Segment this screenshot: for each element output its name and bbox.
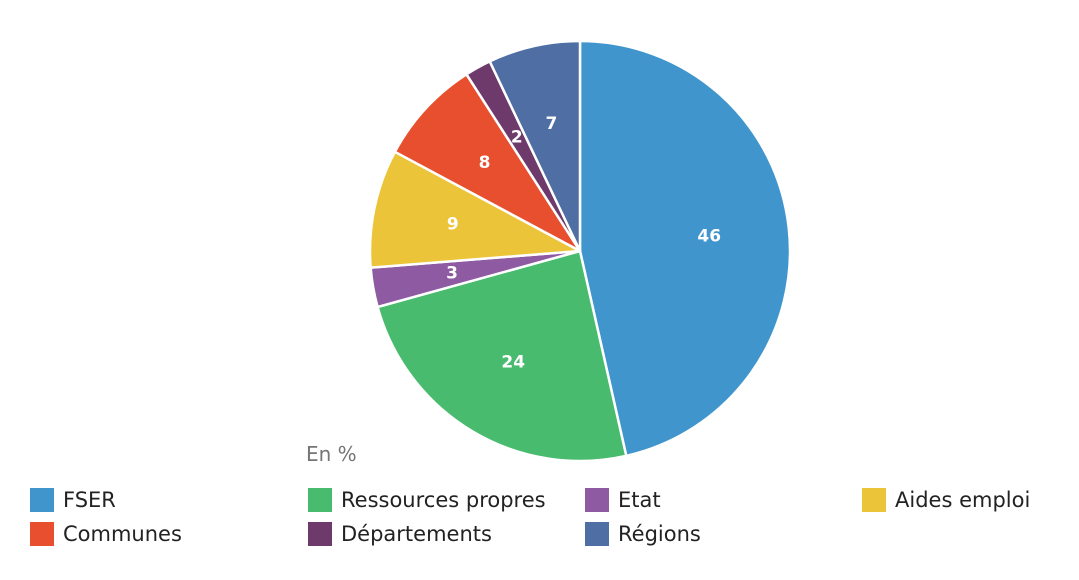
legend-swatch: [30, 522, 54, 546]
legend-label: Ressources propres: [341, 488, 546, 512]
legend-swatch: [862, 488, 886, 512]
pie-slice-regions: [488, 39, 582, 253]
legend-swatch: [308, 488, 332, 512]
slice-label-communes: 8: [479, 153, 491, 173]
legend-item-ressources-propres[interactable]: Ressources propres: [308, 486, 546, 514]
slice-label-fser: 46: [697, 227, 721, 247]
slice-label-departements: 2: [511, 127, 523, 147]
legend-swatch: [585, 522, 609, 546]
legend-label: Départements: [341, 522, 492, 546]
legend-swatch: [30, 488, 54, 512]
legend-item-departements[interactable]: Départements: [308, 520, 492, 548]
slice-label-regions: 7: [545, 114, 557, 134]
legend-item-regions[interactable]: Régions: [585, 520, 701, 548]
pie-slice-fser: [578, 39, 792, 458]
legend-item-fser[interactable]: FSER: [30, 486, 116, 514]
legend-swatch: [585, 488, 609, 512]
pie-slice-ressources-propres: [376, 249, 628, 463]
slice-label-etat: 3: [446, 264, 458, 284]
pie-slice-communes: [393, 73, 582, 253]
pie-slice-aides-emploi: [368, 150, 582, 269]
legend-label: FSER: [63, 488, 116, 512]
legend-swatch: [308, 522, 332, 546]
slice-label-ressources-propres: 24: [501, 353, 525, 373]
legend-label: Régions: [618, 522, 701, 546]
legend-label: Etat: [618, 488, 661, 512]
legend-label: Communes: [63, 522, 182, 546]
legend-item-communes[interactable]: Communes: [30, 520, 182, 548]
legend-label: Aides emploi: [895, 488, 1031, 512]
slice-label-aides-emploi: 9: [447, 214, 459, 234]
legend-item-etat[interactable]: Etat: [585, 486, 661, 514]
unit-note: En %: [306, 442, 357, 466]
legend-item-aides-emploi[interactable]: Aides emploi: [862, 486, 1030, 514]
